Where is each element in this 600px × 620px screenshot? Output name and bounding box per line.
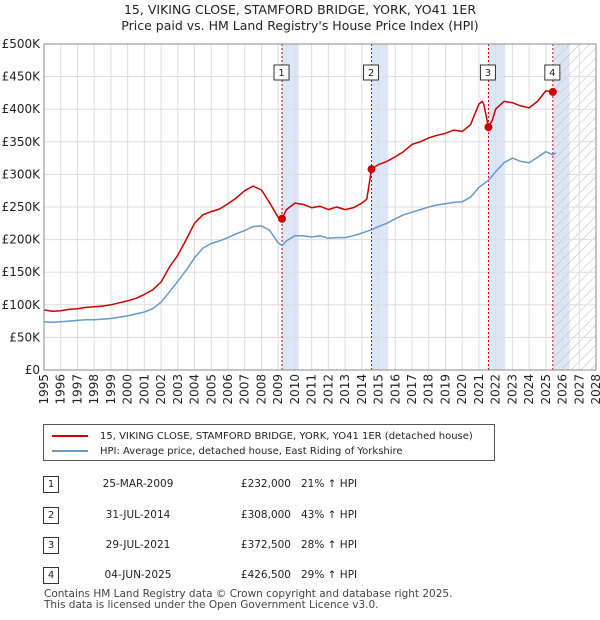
legend-label-hpi: HPI: Average price, detached house, East… bbox=[100, 445, 403, 457]
sale-date: 04-JUN-2025 bbox=[104, 569, 172, 581]
footer: Contains HM Land Registry data © Crown c… bbox=[44, 589, 452, 611]
price-chart: 1 2 3 4 £0 £50K £100K £150K £200K £250K £300K £350K… bbox=[2, 37, 600, 405]
x-tick-label: 1995 bbox=[37, 374, 51, 405]
footer-licence: This data is licensed under the Open Gov… bbox=[44, 599, 379, 611]
x-tick-label: 2000 bbox=[121, 374, 135, 405]
sale-date: 31-JUL-2014 bbox=[105, 509, 171, 521]
y-tick-label: £300K bbox=[2, 167, 42, 181]
sale-date: 25-MAR-2009 bbox=[102, 478, 174, 490]
y-tick-label: £400K bbox=[2, 102, 42, 116]
x-tick-label: 2010 bbox=[288, 374, 302, 405]
sale-point bbox=[278, 214, 287, 223]
x-tick-label: 2017 bbox=[405, 374, 419, 405]
plot-frame bbox=[43, 43, 597, 371]
sale-point bbox=[484, 123, 493, 132]
legend: 15, VIKING CLOSE, STAMFORD BRIDGE, YORK,… bbox=[43, 424, 495, 461]
legend-label-property: 15, VIKING CLOSE, STAMFORD BRIDGE, YORK,… bbox=[100, 430, 473, 442]
x-tick-label: 2027 bbox=[572, 374, 586, 405]
chart-subtitle: Price paid vs. HM Land Registry's House … bbox=[121, 18, 479, 33]
table-row: 1 25-MAR-2009 £232,000 21% ↑ HPI bbox=[43, 476, 463, 494]
legend-item-property: 15, VIKING CLOSE, STAMFORD BRIDGE, YORK,… bbox=[52, 429, 473, 443]
series-group bbox=[44, 90, 557, 324]
sale-marker-box bbox=[544, 64, 561, 81]
sale-point bbox=[367, 165, 376, 174]
sale-marker-label: 1 bbox=[278, 68, 284, 79]
sale-number-badge: 1 bbox=[43, 476, 59, 493]
y-tick-label: £450K bbox=[2, 70, 42, 84]
sale-number-badge: 2 bbox=[43, 507, 59, 524]
x-tick-label: 1996 bbox=[54, 374, 68, 405]
x-tick-label: 2021 bbox=[472, 374, 486, 405]
x-tick-label: 2003 bbox=[171, 374, 185, 405]
y-tick-label: £500K bbox=[2, 37, 42, 51]
y-tick-label: £50K bbox=[9, 330, 41, 344]
x-tick-label: 2016 bbox=[388, 374, 402, 405]
x-tick-label: 2022 bbox=[489, 374, 503, 405]
sale-price: £426,500 bbox=[240, 569, 291, 581]
x-tick-label: 1999 bbox=[104, 374, 118, 405]
legend-swatch-property bbox=[52, 435, 88, 437]
chart-title: 15, VIKING CLOSE, STAMFORD BRIDGE, YORK,… bbox=[123, 2, 477, 17]
table-row: 4 04-JUN-2025 £426,500 29% ↑ HPI bbox=[43, 567, 463, 585]
x-tick-label: 2012 bbox=[321, 374, 335, 405]
y-tick-label: £0 bbox=[25, 363, 40, 377]
sale-marker-label: 2 bbox=[368, 68, 374, 79]
x-tick-label: 2008 bbox=[254, 374, 268, 405]
y-tick-label: £350K bbox=[2, 135, 42, 149]
sale-hpi-change: 21% ↑ HPI bbox=[301, 478, 358, 490]
table-row: 3 29-JUL-2021 £372,500 28% ↑ HPI bbox=[43, 537, 463, 555]
x-tick-label: 2007 bbox=[238, 374, 252, 405]
x-tick-label: 2014 bbox=[355, 374, 369, 405]
x-tick-label: 2006 bbox=[221, 374, 235, 405]
x-tick-label: 2009 bbox=[271, 374, 285, 405]
x-tick-label: 2028 bbox=[589, 374, 600, 405]
sale-marker-box bbox=[273, 64, 290, 81]
x-tick-label: 2013 bbox=[338, 374, 352, 405]
legend-swatch-hpi bbox=[52, 450, 88, 452]
sale-hpi-change: 28% ↑ HPI bbox=[301, 539, 358, 551]
series-line-property bbox=[44, 90, 556, 313]
y-tick-label: £150K bbox=[2, 265, 42, 279]
x-tick-label: 2011 bbox=[305, 374, 319, 405]
sale-date: 29-JUL-2021 bbox=[105, 539, 171, 551]
x-tick-label: 2001 bbox=[137, 374, 151, 405]
sale-marker-box bbox=[363, 64, 380, 81]
y-tick-label: £200K bbox=[2, 233, 42, 247]
sale-number-badge: 4 bbox=[43, 567, 59, 584]
sale-marker-box bbox=[479, 64, 496, 81]
x-tick-label: 1997 bbox=[70, 374, 84, 405]
y-tick-label: £100K bbox=[2, 298, 42, 312]
series-line-hpi bbox=[44, 150, 557, 324]
x-tick-label: 2005 bbox=[204, 374, 218, 405]
sale-hpi-change: 29% ↑ HPI bbox=[301, 569, 358, 581]
footer-copyright: Contains HM Land Registry data © Crown c… bbox=[44, 588, 453, 600]
x-tick-label: 2026 bbox=[556, 374, 570, 405]
x-tick-label: 2018 bbox=[422, 374, 436, 405]
sale-price: £308,000 bbox=[240, 509, 291, 521]
sale-marker-label: 3 bbox=[485, 68, 491, 79]
x-tick-label: 2023 bbox=[505, 374, 519, 405]
x-tick-label: 2020 bbox=[455, 374, 469, 405]
x-tick-label: 2015 bbox=[372, 374, 386, 405]
sale-price: £232,000 bbox=[240, 478, 291, 490]
x-tick-label: 2025 bbox=[539, 374, 553, 405]
x-tick-label: 2024 bbox=[522, 374, 536, 405]
chart-title-block: 15, VIKING CLOSE, STAMFORD BRIDGE, YORK,… bbox=[0, 2, 600, 34]
x-tick-label: 2004 bbox=[188, 374, 202, 405]
sale-hpi-change: 43% ↑ HPI bbox=[301, 509, 358, 521]
table-row: 2 31-JUL-2014 £308,000 43% ↑ HPI bbox=[43, 507, 463, 525]
x-tick-label: 1998 bbox=[87, 374, 101, 405]
x-tick-label: 2002 bbox=[154, 374, 168, 405]
legend-item-hpi: HPI: Average price, detached house, East… bbox=[52, 444, 403, 458]
sale-marker-label: 4 bbox=[549, 68, 555, 79]
sale-price: £372,500 bbox=[240, 539, 291, 551]
sale-number-badge: 3 bbox=[43, 537, 59, 554]
sale-point bbox=[548, 87, 557, 96]
x-tick-label: 2019 bbox=[438, 374, 452, 405]
y-tick-label: £250K bbox=[2, 200, 42, 214]
